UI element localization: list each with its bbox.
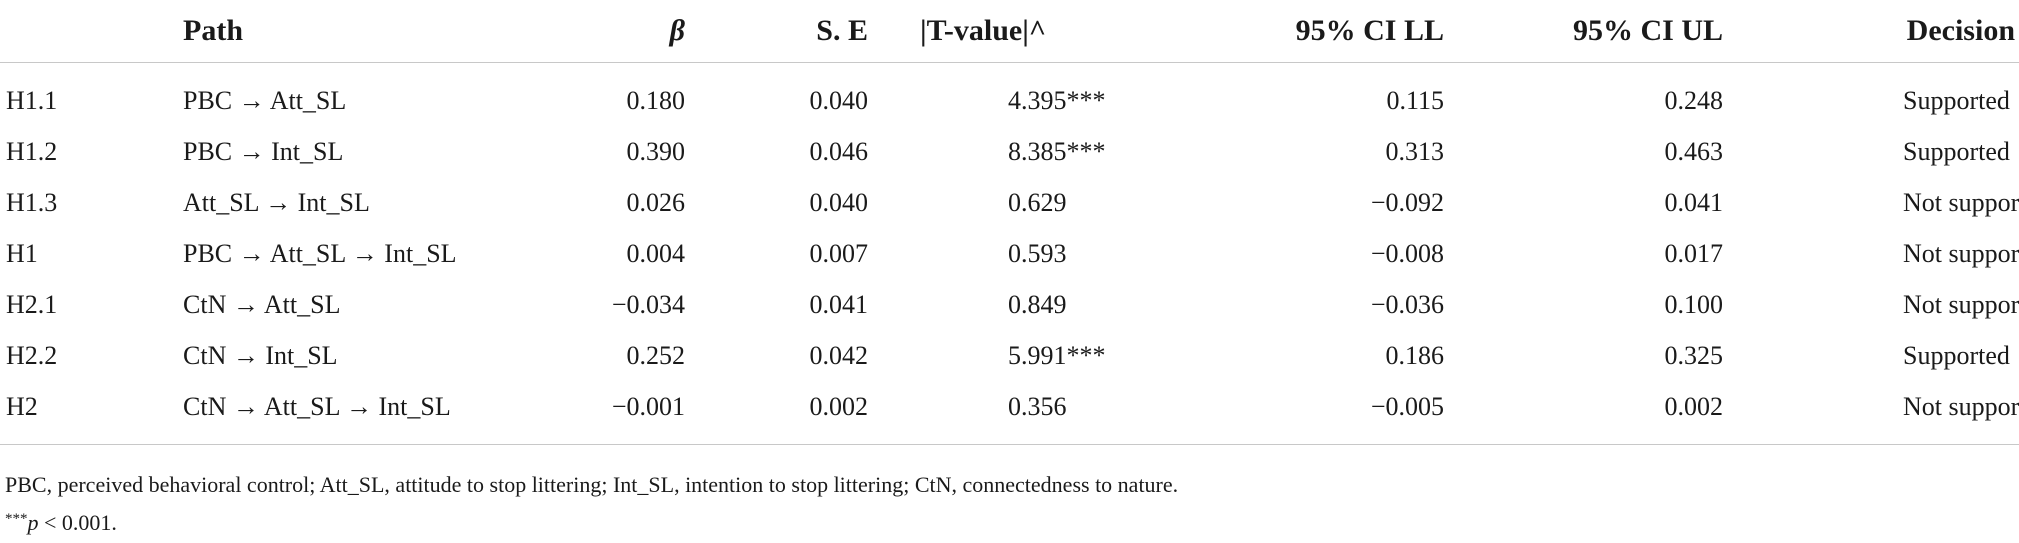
- cell-id: H2.2: [6, 340, 58, 370]
- cell-path: CtN → Int_SL: [183, 340, 338, 370]
- table-row: H1 PBC → Att_SL → Int_SL 0.004 0.007 0.5…: [0, 228, 2019, 279]
- cell-beta: 0.252: [626, 340, 686, 370]
- cell-path: CtN → Att_SL: [183, 289, 341, 319]
- cell-path: Att_SL → Int_SL: [183, 187, 370, 217]
- cell-decision: Supported: [1903, 136, 2010, 166]
- cell-ci-ul: 0.248: [1664, 85, 1724, 115]
- cell-decision: Supported: [1903, 340, 2010, 370]
- table-footnotes: PBC, perceived behavioral control; Att_S…: [5, 468, 1178, 540]
- abbreviations-note: PBC, perceived behavioral control; Att_S…: [5, 472, 1179, 497]
- cell-ci-ul: 0.017: [1664, 238, 1724, 268]
- table-row: H2.2 CtN → Int_SL 0.252 0.042 5.991*** 0…: [0, 330, 2019, 381]
- cell-decision: Not supported: [1903, 238, 2019, 268]
- cell-decision: Not supported: [1723, 381, 2019, 445]
- cell-se: 0.002: [685, 381, 868, 445]
- cell-decision: Not supported: [1903, 289, 2019, 319]
- significance-stars: ***: [5, 511, 28, 527]
- cell-t-value: 0.849: [1008, 289, 1067, 319]
- cell-beta: −0.001: [523, 381, 685, 445]
- cell-id: H2: [0, 381, 183, 445]
- cell-ci-ll: 0.186: [1385, 340, 1445, 370]
- cell-beta: 0.180: [626, 85, 686, 115]
- cell-id: H2.1: [6, 289, 58, 319]
- header-decision: Decision: [1723, 0, 2019, 63]
- cell-id: H1.2: [6, 136, 58, 166]
- header-se: S. E: [685, 0, 868, 63]
- cell-ci-ul: 0.325: [1664, 340, 1724, 370]
- cell-id: H1: [6, 238, 38, 268]
- cell-ci-ll: −0.005: [1203, 381, 1444, 445]
- cell-se: 0.046: [809, 136, 869, 166]
- significance-threshold: < 0.001.: [38, 510, 117, 535]
- cell-ci-ll: −0.036: [1370, 289, 1444, 319]
- cell-t-value: 0.593: [1008, 238, 1067, 268]
- cell-path: CtN → Att_SL → Int_SL: [183, 381, 523, 445]
- cell-t-value: 8.385***: [1008, 136, 1106, 166]
- cell-t-value: 0.629: [1008, 187, 1067, 217]
- cell-ci-ll: 0.313: [1385, 136, 1445, 166]
- cell-decision: Not supported: [1903, 187, 2019, 217]
- table-row: H1.1 PBC → Att_SL 0.180 0.040 4.395*** 0…: [0, 63, 2019, 127]
- header-ci-ll: 95% CI LL: [1203, 0, 1444, 63]
- table-row: H1.2 PBC → Int_SL 0.390 0.046 8.385*** 0…: [0, 126, 2019, 177]
- significance-note: ***p < 0.001.: [5, 502, 1178, 540]
- results-table-container: Path β S. E |T-value|^ 95% CI LL 95% CI …: [0, 0, 2019, 445]
- path-analysis-table: Path β S. E |T-value|^ 95% CI LL 95% CI …: [0, 0, 2019, 445]
- header-t-value: |T-value|^: [868, 0, 1203, 63]
- cell-beta: 0.026: [626, 187, 686, 217]
- table-row: H1.3 Att_SL → Int_SL 0.026 0.040 0.629 −…: [0, 177, 2019, 228]
- cell-path: PBC → Att_SL → Int_SL: [183, 238, 457, 268]
- cell-ci-ll: −0.008: [1370, 238, 1444, 268]
- cell-decision: Supported: [1903, 85, 2010, 115]
- cell-ci-ll: 0.115: [1386, 85, 1444, 115]
- header-beta: β: [523, 0, 685, 63]
- cell-se: 0.042: [809, 340, 869, 370]
- cell-path: PBC → Int_SL: [183, 136, 344, 166]
- significance-p: p: [27, 510, 39, 535]
- cell-ci-ul: 0.100: [1664, 289, 1724, 319]
- table-row: H2 CtN → Att_SL → Int_SL −0.001 0.002 0.…: [0, 381, 2019, 445]
- cell-ci-ul: 0.463: [1664, 136, 1724, 166]
- cell-ci-ul: 0.041: [1664, 187, 1724, 217]
- table-row: H2.1 CtN → Att_SL −0.034 0.041 0.849 −0.…: [0, 279, 2019, 330]
- cell-se: 0.040: [809, 187, 869, 217]
- cell-beta: −0.034: [611, 289, 685, 319]
- cell-id: H1.3: [6, 187, 58, 217]
- cell-id: H1.1: [6, 85, 58, 115]
- cell-beta: 0.390: [626, 136, 686, 166]
- header-row: Path β S. E |T-value|^ 95% CI LL 95% CI …: [0, 0, 2019, 63]
- cell-ci-ll: −0.092: [1370, 187, 1444, 217]
- cell-t-value: 0.356: [868, 381, 1203, 445]
- header-path: Path: [183, 0, 523, 63]
- table-header: Path β S. E |T-value|^ 95% CI LL 95% CI …: [0, 0, 2019, 63]
- cell-beta: 0.004: [626, 238, 686, 268]
- header-ci-ul: 95% CI UL: [1444, 0, 1723, 63]
- cell-ci-ul: 0.002: [1444, 381, 1723, 445]
- cell-t-value: 4.395***: [1008, 85, 1106, 115]
- header-id: [0, 0, 183, 63]
- table-body: H1.1 PBC → Att_SL 0.180 0.040 4.395*** 0…: [0, 63, 2019, 445]
- cell-se: 0.007: [809, 238, 869, 268]
- cell-path: PBC → Att_SL: [183, 85, 347, 115]
- cell-t-value: 5.991***: [1008, 340, 1106, 370]
- cell-se: 0.040: [809, 85, 869, 115]
- cell-se: 0.041: [809, 289, 869, 319]
